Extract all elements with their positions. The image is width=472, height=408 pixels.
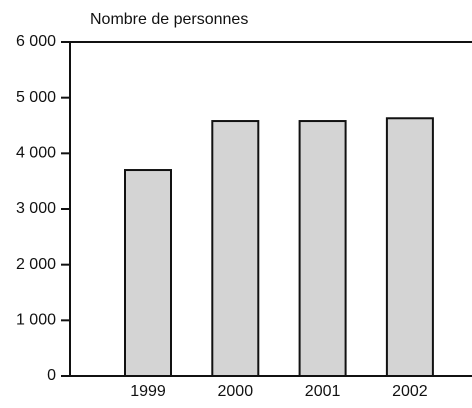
bar — [298, 120, 347, 378]
y-axis-label: Nombre de personnes — [90, 11, 248, 28]
x-tick-label: 2001 — [305, 383, 341, 400]
y-tick-label: 5 000 — [16, 89, 56, 106]
y-tick-label: 0 — [47, 367, 56, 384]
x-tick-label: 2000 — [218, 383, 254, 400]
bar — [211, 120, 260, 378]
y-tick-label: 4 000 — [16, 145, 56, 162]
y-tick-label: 2 000 — [16, 256, 56, 273]
y-tick-label: 6 000 — [16, 33, 56, 50]
x-tick-label: 1999 — [130, 383, 166, 400]
y-tick-label: 3 000 — [16, 200, 56, 217]
bar — [124, 169, 172, 377]
x-tick-label: 2002 — [392, 383, 428, 400]
y-tick-label: 1 000 — [16, 312, 56, 329]
bar — [385, 117, 434, 377]
